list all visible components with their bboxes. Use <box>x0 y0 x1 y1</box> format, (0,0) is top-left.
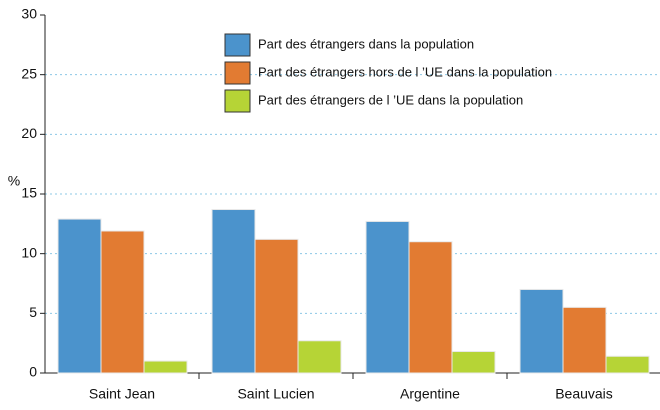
y-tick-label: 5 <box>29 304 37 320</box>
bar <box>451 351 496 374</box>
x-tick-label: Saint Lucien <box>237 386 314 402</box>
bar <box>57 218 102 374</box>
y-tick-label: 15 <box>21 185 37 201</box>
bar <box>100 230 145 374</box>
x-tick-label: Beauvais <box>555 386 613 402</box>
legend-label: Part des étrangers de l ’UE dans la popu… <box>258 92 523 107</box>
y-tick-label: 20 <box>21 125 37 141</box>
bar <box>254 238 299 374</box>
y-axis-label: % <box>8 173 20 189</box>
bar <box>519 288 564 374</box>
legend-swatch <box>224 33 251 57</box>
y-tick-label: 30 <box>21 6 37 22</box>
y-tick-label: 0 <box>29 364 37 380</box>
legend-swatch <box>224 89 251 113</box>
bar <box>143 360 188 374</box>
bar <box>562 306 607 374</box>
bar <box>605 355 650 374</box>
x-tick-label: Saint Jean <box>89 386 155 402</box>
legend-swatch <box>224 61 251 85</box>
bar <box>365 220 410 374</box>
legend-label: Part des étrangers hors de l ’UE dans la… <box>258 64 552 79</box>
bar <box>211 209 256 374</box>
y-tick-label: 25 <box>21 65 37 81</box>
y-tick-label: 10 <box>21 244 37 260</box>
bar <box>408 241 453 374</box>
bar <box>297 340 342 374</box>
x-tick-label: Argentine <box>400 386 460 402</box>
legend-label: Part des étrangers dans la population <box>258 36 474 51</box>
